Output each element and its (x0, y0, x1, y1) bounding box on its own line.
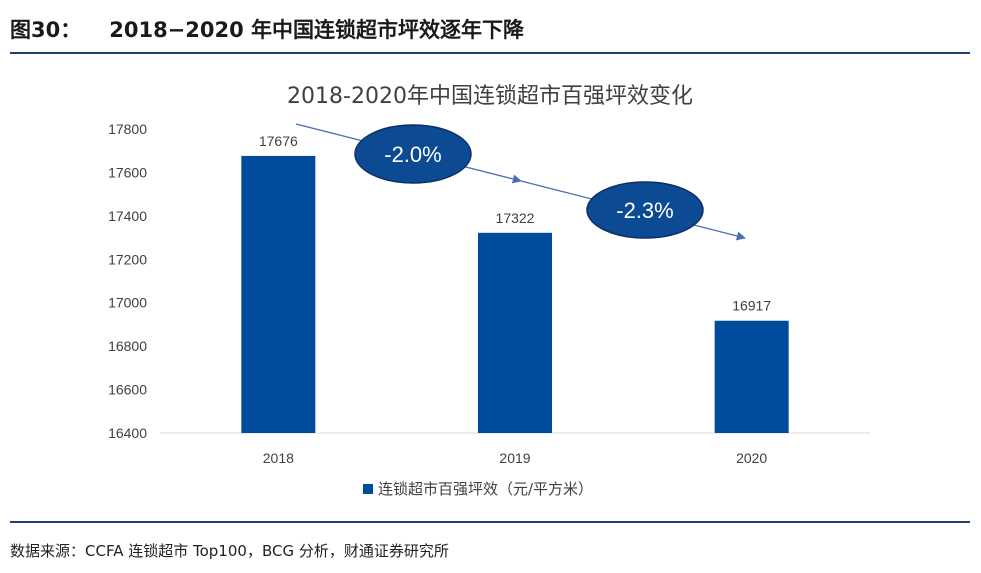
trend-annotations: -2.0% -2.3% (295, 123, 746, 241)
data-label-2018: 17676 (259, 133, 298, 149)
y-tick-label: 16600 (108, 382, 147, 398)
data-label-2019: 17322 (496, 210, 535, 226)
x-tick-label: 2019 (499, 450, 530, 466)
y-tick-label: 16400 (108, 425, 147, 441)
y-tick-label: 17200 (108, 251, 147, 267)
legend-swatch (363, 484, 373, 494)
change-ellipse-1 (354, 124, 472, 184)
legend-label: 连锁超市百强坪效（元/平方米） (378, 480, 593, 498)
y-tick-label: 17600 (108, 164, 147, 180)
bar-2018 (241, 155, 316, 433)
bar-2020 (714, 320, 789, 433)
y-tick-label: 17000 (108, 295, 147, 311)
chart-title-group: 2018-2020年中国连锁超市百强坪效变化 (287, 84, 693, 109)
y-tick-label: 16800 (108, 338, 147, 354)
change-label-1: -2.0% (384, 142, 441, 167)
figure-label: 图30： (10, 18, 82, 42)
header-rule (10, 52, 970, 54)
change-label-2: -2.3% (616, 198, 673, 223)
data-label-2020: 16917 (732, 298, 771, 314)
x-tick-label: 2018 (263, 450, 294, 466)
change-ellipse-2 (586, 181, 704, 239)
y-tick-label: 17800 (108, 121, 147, 137)
legend: 连锁超市百强坪效（元/平方米） (363, 480, 593, 498)
x-axis: 2018 2019 2020 (160, 432, 870, 466)
figure-header: 图30： 2018−2020 年中国连锁超市坪效逐年下降 (10, 14, 970, 44)
bar-2019 (478, 232, 552, 433)
footer-rule (10, 521, 970, 523)
bar-chart: 2018-2020年中国连锁超市百强坪效变化 16400 16600 16800 17… (108, 84, 870, 498)
x-tick-label: 2020 (736, 450, 767, 466)
bars: 17676 17322 16917 (241, 133, 789, 433)
chart-title: 2018-2020年中国连锁超市百强坪效变化 (287, 84, 693, 109)
y-tick-label: 17400 (108, 208, 147, 224)
source-note: 数据来源：CCFA 连锁超市 Top100，BCG 分析，财通证券研究所 (10, 542, 449, 560)
figure-title: 2018−2020 年中国连锁超市坪效逐年下降 (109, 18, 525, 42)
y-axis: 16400 16600 16800 17000 17200 17400 17600 17800 (108, 121, 147, 441)
